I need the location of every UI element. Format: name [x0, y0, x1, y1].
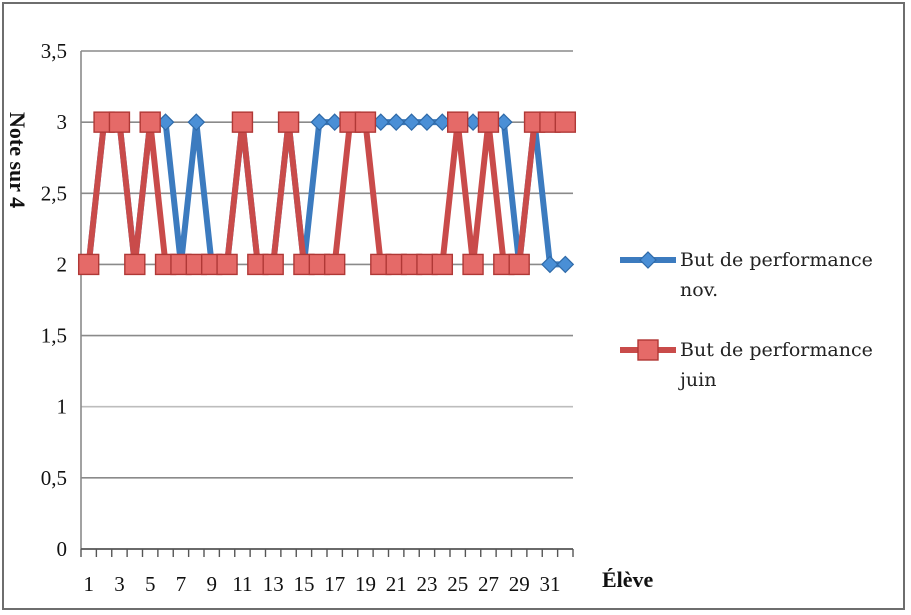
- y-axis-label: Note sur 4: [5, 112, 30, 208]
- data-point: [431, 253, 454, 276]
- x-tick-label: 7: [176, 572, 187, 596]
- x-tick-label: 23: [416, 572, 437, 596]
- data-point: [556, 255, 575, 274]
- legend-label: juin: [678, 369, 716, 391]
- data-point: [387, 113, 406, 131]
- x-tick-labels: 1 3 5 7 9 11 13 15 17 19 21 23 25 27 29 31: [83, 572, 560, 596]
- data-point: [402, 113, 421, 131]
- data-point: [541, 255, 559, 274]
- x-tick-label: 11: [232, 572, 252, 596]
- data-point: [124, 253, 146, 276]
- data-point: [508, 253, 530, 276]
- y-tick-label: 1,5: [41, 324, 67, 348]
- data-point: [262, 253, 284, 276]
- chart-frame: 0 0,5 1 1,5 2 2,5 3 3,5 1 3 5 7 9 11 13 15 17 19 21 23 25 27…: [2, 2, 905, 610]
- data-point: [639, 251, 657, 269]
- series-layer: [77, 111, 577, 276]
- y-tick-label: 3: [57, 110, 68, 134]
- x-tick-label: 25: [447, 572, 468, 596]
- x-axis-label: Élève: [602, 567, 654, 592]
- data-point: [462, 253, 484, 276]
- y-tick-label: 2: [57, 252, 68, 276]
- x-tick-label: 1: [83, 572, 94, 596]
- data-point: [354, 111, 377, 133]
- x-tick-label: 17: [324, 572, 345, 596]
- data-point: [418, 113, 436, 131]
- data-point: [554, 111, 577, 133]
- y-tick-label: 3,5: [41, 39, 67, 63]
- legend-label: But de performance: [680, 339, 873, 361]
- data-point: [139, 111, 161, 133]
- x-tick-label: 13: [263, 572, 284, 596]
- legend-label: But de performance: [680, 249, 873, 271]
- legend-item-nov: But de performance nov.: [620, 249, 873, 301]
- y-tick-label: 0: [57, 537, 68, 561]
- data-point: [477, 111, 500, 133]
- x-tick-label: 31: [539, 572, 560, 596]
- y-tick-label: 0,5: [41, 466, 67, 490]
- legend-item-juin: But de performance juin: [620, 339, 873, 391]
- series-juin: [77, 111, 577, 276]
- line-chart: 00,511,522,533,5 1 3 5 7 9 11 13 15 17 19 21 23 25 27…: [5, 39, 873, 596]
- data-point: [446, 111, 469, 133]
- data-point: [310, 113, 329, 131]
- data-point: [77, 253, 100, 276]
- axes: [80, 51, 574, 557]
- x-tick-label: 21: [386, 572, 407, 596]
- x-tick-label: 19: [355, 572, 376, 596]
- y-tick-label: 2,5: [41, 181, 67, 205]
- data-point: [277, 111, 300, 133]
- data-point: [323, 253, 346, 276]
- data-point: [637, 339, 659, 361]
- data-point: [231, 111, 254, 133]
- x-tick-label: 9: [206, 572, 217, 596]
- data-point: [187, 113, 206, 131]
- y-tick-label: 1: [57, 395, 68, 419]
- data-point: [216, 253, 238, 276]
- x-tick-label: 29: [509, 572, 530, 596]
- x-tick-label: 15: [293, 572, 314, 596]
- data-point: [108, 111, 131, 133]
- x-tick-label: 5: [145, 572, 156, 596]
- y-tick-labels: 0 0,5 1 1,5 2 2,5 3 3,5: [41, 39, 67, 561]
- legend-label: nov.: [680, 279, 718, 301]
- x-tick-label: 3: [114, 572, 125, 596]
- x-tick-label: 27: [478, 572, 499, 596]
